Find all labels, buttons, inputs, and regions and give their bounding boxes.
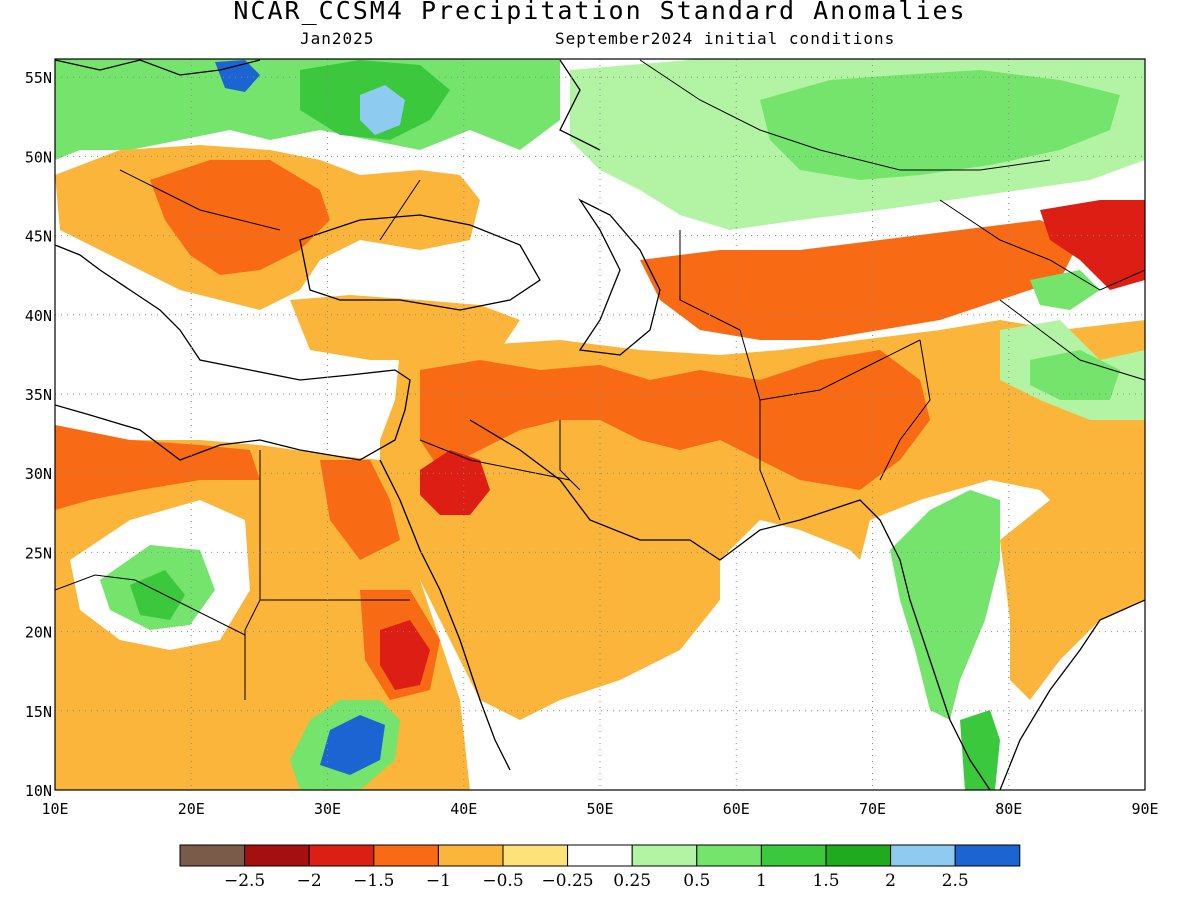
dark-red-region-iraq: [420, 450, 490, 515]
colorbar-label: −2.5: [224, 871, 265, 891]
coastlines: [55, 59, 1145, 790]
colorbar-label: 1.5: [812, 871, 839, 891]
colorbar-swatch: [308, 844, 375, 867]
lon-tick-label: 70E: [859, 800, 886, 818]
longitude-labels: 10E 20E 30E 40E 50E 60E 70E 80E 90E: [41, 800, 1158, 818]
lat-tick-label: 20N: [25, 624, 52, 642]
colorbar-label: −1: [426, 871, 451, 891]
lat-tick-label: 35N: [25, 386, 52, 404]
colorbar-swatch: [502, 844, 569, 867]
colorbar-swatch: [179, 844, 246, 867]
blue-spot-belarus: [360, 85, 405, 135]
lat-tick-label: 50N: [25, 148, 52, 166]
dark-orange-region-egypt: [320, 460, 400, 560]
colorbar-label: −0.25: [542, 871, 594, 891]
blue-region-south-sudan: [320, 715, 385, 775]
lat-tick-label: 40N: [25, 307, 52, 325]
latitude-labels: 10N 15N 20N 25N 30N 35N 40N 45N 50N 55N: [25, 69, 52, 800]
lat-tick-label: 15N: [25, 703, 52, 721]
plot-frame: [54, 58, 1146, 791]
lon-tick-label: 60E: [723, 800, 750, 818]
orange-region-turkey: [290, 295, 520, 360]
colorbar-label: −0.5: [482, 871, 523, 891]
colorbar: −2.5 −2 −1.5 −1 −0.5 −0.25 0.25 0.5 1 1.5 2 2.5: [179, 844, 1021, 891]
anomaly-fields: [55, 59, 1145, 790]
map-title: NCAR_CCSM4 Precipitation Standard Anomal…: [233, 0, 967, 25]
lat-tick-label: 55N: [25, 69, 52, 87]
colorbar-swatch: [437, 844, 504, 867]
red-region-north-china: [1040, 200, 1145, 290]
colorbar-swatch: [890, 844, 956, 867]
colorbar-label: 0.5: [683, 871, 710, 891]
green-core-sahara: [130, 570, 185, 620]
colorbar-swatch: [567, 844, 633, 867]
colorbar-label: 2.5: [942, 871, 969, 891]
orange-region-east-india: [1000, 460, 1145, 700]
colorbar-swatch: [244, 844, 310, 867]
darkred-region-sudan: [380, 620, 430, 690]
valid-month-label: Jan2025: [300, 29, 375, 48]
lon-tick-label: 50E: [586, 800, 613, 818]
colorbar-label: 0.25: [613, 871, 651, 891]
colorbar-swatch: [373, 844, 439, 867]
lat-tick-label: 30N: [25, 465, 52, 483]
lon-tick-label: 30E: [314, 800, 341, 818]
colorbar-label: −1.5: [353, 871, 394, 891]
lon-tick-label: 90E: [1131, 800, 1158, 818]
colorbar-label: 2: [885, 871, 896, 891]
dark-orange-region-libya: [55, 425, 260, 510]
green-region-kazakh-core: [760, 70, 1120, 180]
initial-conditions-label: September2024 initial conditions: [555, 29, 896, 48]
country-borders: [55, 59, 1145, 700]
colorbar-label: 1: [756, 871, 767, 891]
lon-tick-label: 20E: [178, 800, 205, 818]
green-region-india-south: [960, 710, 1000, 790]
colorbar-swatch: [631, 844, 698, 867]
colorbar-swatch: [954, 844, 1021, 867]
dark-orange-region-iran: [420, 350, 930, 490]
green-region-tibet-core: [1030, 350, 1120, 400]
green-region-india-west: [890, 490, 1000, 720]
colorbar-swatch: [825, 844, 892, 867]
dark-orange-balkans: [150, 160, 330, 275]
colorbar-label: −2: [297, 871, 322, 891]
lat-tick-label: 10N: [25, 782, 52, 800]
lon-tick-label: 40E: [450, 800, 477, 818]
lon-tick-label: 10E: [41, 800, 68, 818]
orange-region-central-asia: [640, 220, 1080, 340]
lat-tick-label: 45N: [25, 228, 52, 246]
lon-tick-label: 80E: [995, 800, 1022, 818]
lat-tick-label: 25N: [25, 544, 52, 562]
colorbar-swatch: [696, 844, 762, 867]
colorbar-swatch: [760, 844, 827, 867]
